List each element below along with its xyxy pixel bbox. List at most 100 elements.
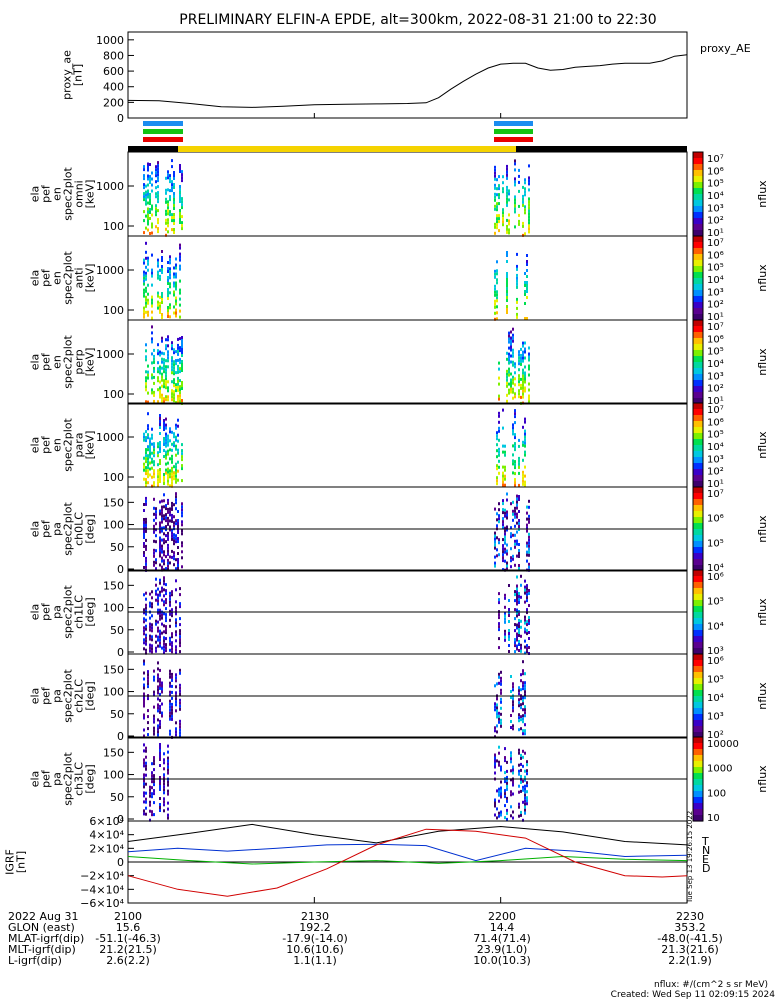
spectrogram-cell: [147, 162, 149, 166]
spectrogram-cell: [171, 696, 173, 700]
spectrogram-cell: [175, 263, 177, 267]
spectrogram-cell: [177, 370, 179, 374]
spectrogram-cell: [171, 708, 173, 712]
spectrogram-cell: [181, 455, 183, 459]
spectrogram-cell: [522, 425, 524, 429]
colorbar-segment: [693, 188, 703, 195]
spectrogram-cell: [498, 214, 500, 218]
spectrogram-cell: [512, 396, 514, 400]
spectrogram-cell: [181, 464, 183, 468]
spectrogram-cell: [506, 378, 508, 382]
spectrogram-cell: [524, 645, 526, 649]
spectrogram-cell: [159, 471, 161, 474]
spectrogram-cell: [165, 540, 167, 544]
spectrogram-cell: [143, 509, 145, 512]
spectrogram-cell: [171, 475, 173, 479]
spectrogram-cell: [175, 423, 177, 427]
spectrogram-cell: [163, 358, 165, 362]
spectrogram-cell: [528, 622, 530, 625]
spectrogram-cell: [496, 223, 498, 227]
colorbar-label-text: nflux: [756, 348, 769, 376]
colorbar-segment: [693, 726, 703, 733]
spectrogram-cell: [179, 731, 181, 735]
spectrogram-cell: [524, 591, 526, 595]
spectrogram-cell: [518, 222, 520, 226]
spectrogram-cell: [181, 197, 183, 201]
spectrogram-cell: [520, 697, 522, 701]
spectrogram-cell: [520, 643, 522, 647]
spectrogram-cell: [161, 339, 163, 343]
spectrogram-cell: [494, 204, 496, 208]
spectrogram-cell: [159, 611, 161, 615]
spectrogram-cell: [163, 443, 165, 446]
spectrogram-cell: [157, 620, 159, 624]
spectrogram-cell: [149, 791, 151, 795]
spectrogram-cell: [163, 752, 165, 756]
spectrogram-cell: [512, 459, 514, 463]
spectrogram-cell: [153, 360, 155, 364]
spectrogram-cell: [161, 375, 163, 379]
spectrogram-cell: [145, 499, 147, 503]
footer-value: 1.1(1.1): [293, 954, 337, 967]
spectrogram-cell: [163, 630, 165, 634]
indicator-bars: [128, 121, 687, 152]
spectrogram-cell: [151, 295, 153, 299]
spectrogram-cell: [171, 528, 173, 532]
spectrogram-cell: [518, 438, 520, 442]
spectrogram-cell: [179, 309, 181, 313]
spectrogram-cell: [522, 729, 524, 733]
spectrogram-cell: [518, 380, 520, 384]
spectrogram-cell: [165, 592, 167, 596]
spectrogram-cell: [526, 593, 528, 597]
spectrogram-cell: [516, 554, 518, 558]
spectrogram-cell: [514, 159, 516, 163]
spectrogram-cell: [175, 579, 177, 583]
spectrogram-cell: [528, 550, 530, 554]
colorbar-segment: [693, 242, 703, 249]
colorbar-segment: [693, 392, 703, 399]
spectrogram-cell: [143, 728, 145, 732]
spectrogram-cell: [173, 222, 175, 225]
spectrogram-cell: [155, 516, 157, 520]
spectrogram-cell: [498, 411, 500, 415]
spectrogram-cell: [157, 185, 159, 189]
spectrogram-cell: [175, 721, 177, 725]
spectrogram-cell: [516, 599, 518, 603]
spectrogram-cell: [179, 728, 181, 732]
spectrogram-cell: [496, 449, 498, 453]
spectrogram-cell: [167, 783, 169, 787]
spectrogram-cell: [155, 646, 157, 650]
colorbar-segment: [693, 791, 703, 798]
spectrogram-cell: [145, 633, 147, 637]
spectrogram-cell: [171, 466, 173, 470]
spectrogram-cell: [167, 807, 169, 811]
spectrogram-cell: [143, 438, 145, 442]
spectrogram-cell: [147, 165, 149, 169]
spectrogram-cell: [143, 629, 145, 633]
spectrogram-cell: [157, 300, 159, 304]
spectrogram-cell: [528, 589, 530, 592]
panel-ylabel-line: spec2plot: [62, 669, 75, 723]
spectrogram-cell: [169, 714, 171, 718]
spectrogram-cell: [145, 597, 147, 601]
spectrogram-cell: [153, 375, 155, 379]
spectrogram-cell: [173, 348, 175, 352]
panel-ytick-label: 1000: [96, 180, 124, 193]
spectrogram-cell: [508, 632, 510, 635]
footer-row-label: 2022 Aug 31: [8, 910, 78, 923]
spectrogram-cell: [179, 303, 181, 307]
spectrogram-cell: [524, 389, 526, 393]
spectrogram-cell: [506, 218, 508, 222]
panel-ylabel-line: ch3LC: [73, 762, 86, 796]
spectrogram-cell: [159, 554, 161, 558]
spectrogram-cell: [167, 203, 169, 207]
spectrogram-cell: [147, 670, 149, 674]
spectrogram-cell: [522, 660, 524, 664]
spectrogram-cell: [526, 541, 528, 545]
spectrogram-cell: [151, 596, 153, 600]
spectrogram-cell: [143, 276, 145, 280]
indicator-blue: [158, 121, 183, 126]
spectrogram-cell: [518, 483, 520, 487]
spectrogram-cell: [498, 426, 500, 430]
spectrogram-cell: [145, 559, 147, 563]
